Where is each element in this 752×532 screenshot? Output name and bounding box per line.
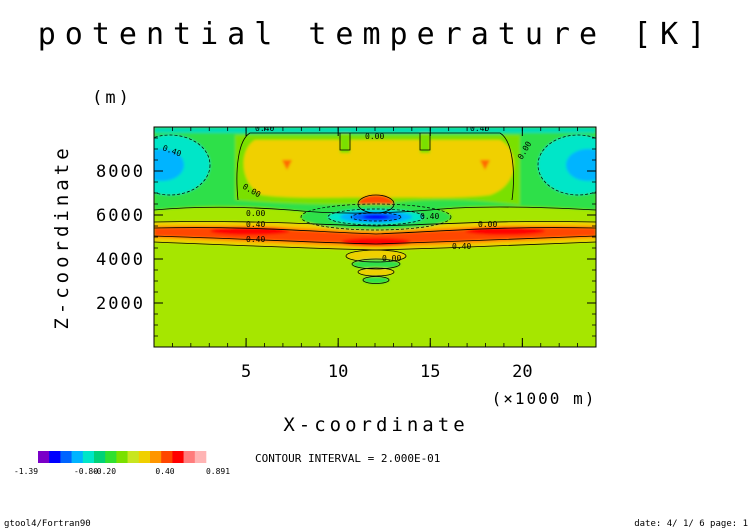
colorbar-swatch (127, 451, 140, 463)
chart-title: potential temperature [K] (38, 17, 715, 52)
x-unit-label: (×1000 m) (492, 389, 597, 408)
contour-label: 0.40 (420, 212, 439, 221)
colorbar-swatch (49, 451, 61, 463)
y-axis-label: Z-coordinate (51, 144, 73, 329)
contour-label: 0.40 (452, 242, 471, 251)
colorbar-swatch (38, 451, 50, 463)
footer-right: date: 4/ 1/ 6 page: 1 (634, 519, 748, 529)
x-tick-label: 5 (241, 362, 251, 382)
x-axis: 5 10 15 20 (153, 127, 597, 382)
colorbar-swatch (194, 451, 207, 463)
colorbar-swatch (82, 451, 95, 463)
contour-label: 0.40 (246, 220, 265, 229)
x-tick-label: 20 (512, 362, 532, 382)
contour-label: 0.00 (246, 209, 265, 218)
colorbar-label: 0.40 (155, 467, 174, 476)
colorbar-swatch (150, 451, 162, 463)
contour-label: 0.40 (246, 235, 265, 244)
x-axis-label: X-coordinate (283, 414, 468, 436)
contour-interval: CONTOUR INTERVAL = 2.000E-01 (255, 452, 440, 465)
y-tick-label: 8000 (96, 162, 145, 182)
colorbar (38, 451, 207, 463)
footer-left: gtool4/Fortran90 (4, 519, 91, 529)
colorbar-swatch (138, 451, 151, 463)
contour-label: 0.00 (365, 132, 384, 141)
contour-field: 0.40 0.00 0.40 0.00 0.40 0.00 0.00 0.00 … (154, 124, 596, 347)
x-tick-label: 15 (420, 362, 440, 382)
colorbar-swatch (161, 451, 173, 463)
colorbar-label: -0.80 (74, 467, 98, 476)
contour-label: 0.40 (470, 124, 489, 133)
colorbar-label: -1.39 (14, 467, 38, 476)
y-tick-label: 2000 (96, 294, 145, 314)
colorbar-swatch (94, 451, 106, 463)
colorbar-swatch (60, 451, 72, 463)
colorbar-swatch (183, 451, 196, 463)
x-tick-label: 10 (328, 362, 348, 382)
contour-label: 0.00 (382, 254, 401, 263)
colorbar-swatch (71, 451, 84, 463)
y-axis: 2000 4000 6000 8000 (96, 126, 596, 348)
colorbar-label: 0.891 (206, 467, 230, 476)
colorbar-label: -0.20 (92, 467, 116, 476)
colorbar-swatch (105, 451, 117, 463)
colorbar-swatch (172, 451, 184, 463)
y-unit-label: (m) (92, 88, 132, 108)
y-tick-label: 6000 (96, 206, 145, 226)
y-tick-label: 4000 (96, 250, 145, 270)
colorbar-labels: -1.39 -0.80-0.20 0.40 0.891 (14, 467, 230, 476)
colorbar-swatch (116, 451, 128, 463)
contour-label: 0.00 (478, 220, 497, 229)
